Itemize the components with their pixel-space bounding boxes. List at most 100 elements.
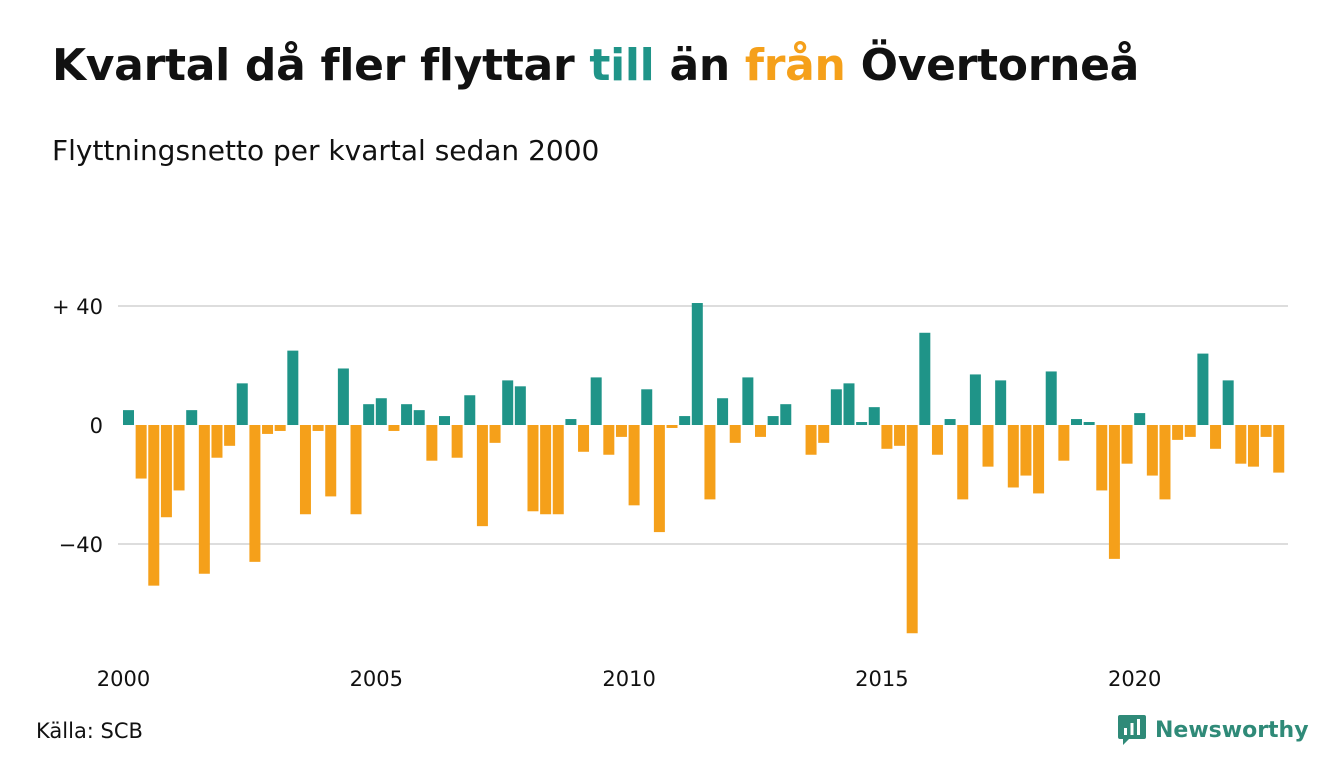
x-tick-label: 2005: [350, 667, 403, 691]
x-tick-label: 2015: [855, 667, 908, 691]
bar: [262, 425, 274, 434]
bar: [540, 425, 552, 515]
title-part-3: Övertorneå: [845, 40, 1140, 91]
y-tick-label: −40: [59, 533, 103, 557]
bar: [1159, 425, 1171, 500]
bar: [502, 380, 514, 426]
bar: [603, 425, 615, 455]
bar: [287, 350, 299, 426]
bar: [578, 425, 590, 452]
bar: [919, 332, 931, 425]
bar: [780, 404, 792, 425]
bar: [514, 386, 526, 425]
bar: [363, 404, 375, 425]
bar: [274, 425, 286, 431]
bar: [881, 425, 893, 449]
bar: [944, 419, 956, 425]
bar: [1045, 371, 1057, 425]
newsworthy-logo-icon: [1118, 715, 1146, 745]
bar: [160, 425, 172, 518]
x-tick-label: 2020: [1108, 667, 1161, 691]
bar: [868, 407, 880, 425]
bar: [628, 425, 640, 506]
title-fran: från: [744, 40, 846, 91]
bar: [1247, 425, 1259, 467]
bar: [401, 404, 413, 425]
bar: [969, 374, 981, 426]
bar: [565, 419, 577, 425]
bar: [426, 425, 438, 461]
bar: [679, 416, 691, 425]
chart-title: Kvartal då fler flyttar till än från Öve…: [52, 40, 1139, 91]
y-tick-label: 0: [90, 414, 103, 438]
bar: [767, 416, 779, 425]
bar: [1020, 425, 1032, 476]
bar: [1096, 425, 1108, 491]
bar: [527, 425, 539, 512]
bar: [464, 395, 476, 425]
bar: [135, 425, 147, 479]
bar: [337, 368, 349, 425]
bar: [1184, 425, 1196, 437]
bar: [236, 383, 248, 425]
bar: [350, 425, 362, 515]
bar: [224, 425, 236, 446]
bar: [1007, 425, 1019, 488]
bar: [906, 425, 918, 634]
bar: [666, 425, 678, 428]
bar: [186, 410, 198, 426]
newsworthy-brand: Newsworthy: [1117, 714, 1309, 746]
bar: [552, 425, 564, 515]
bar: [1083, 422, 1095, 425]
bar: [805, 425, 817, 455]
bar: [1260, 425, 1272, 437]
bar: [375, 398, 387, 426]
bar: [742, 377, 754, 425]
bar: [1222, 380, 1234, 426]
bar: [830, 389, 842, 425]
bar: [1071, 419, 1082, 425]
bar: [198, 425, 210, 574]
title-part-2: än: [654, 40, 745, 91]
bar: [957, 425, 969, 500]
bar: [1121, 425, 1133, 464]
bar: [641, 389, 653, 425]
bar: [1172, 425, 1184, 440]
bar: [653, 425, 665, 533]
bar: [211, 425, 223, 458]
bar: [1058, 425, 1070, 461]
chart-subtitle: Flyttningsnetto per kvartal sedan 2000: [52, 134, 600, 167]
bar: [856, 422, 868, 425]
bar: [325, 425, 337, 497]
bar: [299, 425, 311, 515]
x-tick-label: 2010: [602, 667, 655, 691]
bar: [489, 425, 501, 443]
bar: [1273, 425, 1285, 473]
bar: [451, 425, 463, 458]
bar: [123, 410, 134, 426]
bar: [413, 410, 425, 426]
bar: [818, 425, 830, 443]
bar: [717, 398, 729, 426]
bar: [843, 383, 855, 425]
bar: [995, 380, 1007, 426]
bar: [249, 425, 261, 562]
bar: [1134, 413, 1146, 425]
bar: [590, 377, 602, 425]
bar: [894, 425, 906, 446]
bar: [148, 425, 160, 586]
bar: [1197, 353, 1209, 425]
bar: [704, 425, 716, 500]
bar: [1146, 425, 1158, 476]
bar: [312, 425, 324, 431]
brand-name: Newsworthy: [1155, 717, 1309, 743]
bar: [755, 425, 766, 437]
bar: [173, 425, 185, 491]
bar: [1235, 425, 1247, 464]
bar: [1033, 425, 1045, 494]
bar: [691, 303, 703, 425]
bar: [388, 425, 400, 431]
title-part-1: Kvartal då fler flyttar: [52, 40, 590, 91]
bar: [982, 425, 994, 467]
